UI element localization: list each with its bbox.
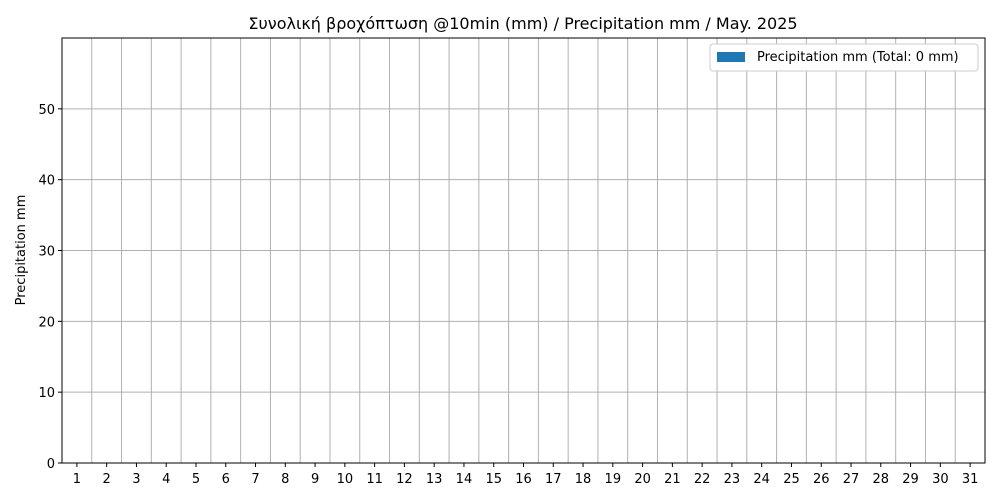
x-tick-label: 28 xyxy=(873,472,890,487)
legend-swatch xyxy=(717,52,745,62)
y-axis-label: Precipitation mm xyxy=(14,195,29,306)
x-tick-label: 12 xyxy=(396,472,413,487)
x-tick-label: 16 xyxy=(515,472,532,487)
y-axis-ticks: 0 10 20 30 40 50 xyxy=(38,103,62,472)
y-tick-label: 30 xyxy=(38,245,55,260)
legend-box xyxy=(709,43,979,72)
x-tick-label: 2 xyxy=(103,472,111,487)
x-tick-label: 19 xyxy=(605,472,622,487)
x-tick-label: 21 xyxy=(664,472,681,487)
x-tick-label: 11 xyxy=(366,472,383,487)
x-tick-label: 3 xyxy=(132,472,140,487)
y-tick-label: 10 xyxy=(38,386,55,401)
x-tick-label: 23 xyxy=(724,472,741,487)
x-tick-label: 26 xyxy=(813,472,830,487)
x-tick-label: 18 xyxy=(575,472,592,487)
x-tick-label: 20 xyxy=(634,472,651,487)
legend-label: Precipitation mm (Total: 0 mm) xyxy=(757,50,959,65)
x-tick-label: 31 xyxy=(962,472,979,487)
x-tick-label: 1 xyxy=(73,472,81,487)
x-tick-label: 10 xyxy=(337,472,354,487)
legend: Precipitation mm (Total: 0 mm) xyxy=(709,43,979,72)
x-tick-label: 7 xyxy=(251,472,259,487)
grid-lines xyxy=(62,38,985,464)
y-tick-label: 50 xyxy=(38,103,55,118)
x-tick-label: 9 xyxy=(311,472,319,487)
x-tick-label: 25 xyxy=(783,472,800,487)
x-tick-label: 4 xyxy=(162,472,170,487)
x-tick-label: 22 xyxy=(694,472,711,487)
x-tick-label: 8 xyxy=(281,472,289,487)
x-tick-label: 13 xyxy=(426,472,443,487)
x-tick-label: 27 xyxy=(843,472,860,487)
x-tick-label: 17 xyxy=(545,472,562,487)
y-tick-label: 40 xyxy=(38,174,55,189)
x-tick-label: 6 xyxy=(222,472,230,487)
y-tick-label: 20 xyxy=(38,315,55,330)
x-tick-label: 29 xyxy=(902,472,919,487)
x-tick-label: 5 xyxy=(192,472,200,487)
chart-title: Συνολική βροχόπτωση @10min (mm) / Precip… xyxy=(248,14,797,33)
x-tick-label: 30 xyxy=(932,472,949,487)
x-tick-label: 14 xyxy=(456,472,473,487)
x-tick-label: 15 xyxy=(485,472,502,487)
x-tick-label: 24 xyxy=(753,472,770,487)
x-axis-ticks: 1 2 3 4 5 6 7 8 9 10 11 12 13 14 15 16 17 18 19 20 21 22 23 24 2… xyxy=(73,463,979,487)
y-tick-label: 0 xyxy=(47,457,55,472)
